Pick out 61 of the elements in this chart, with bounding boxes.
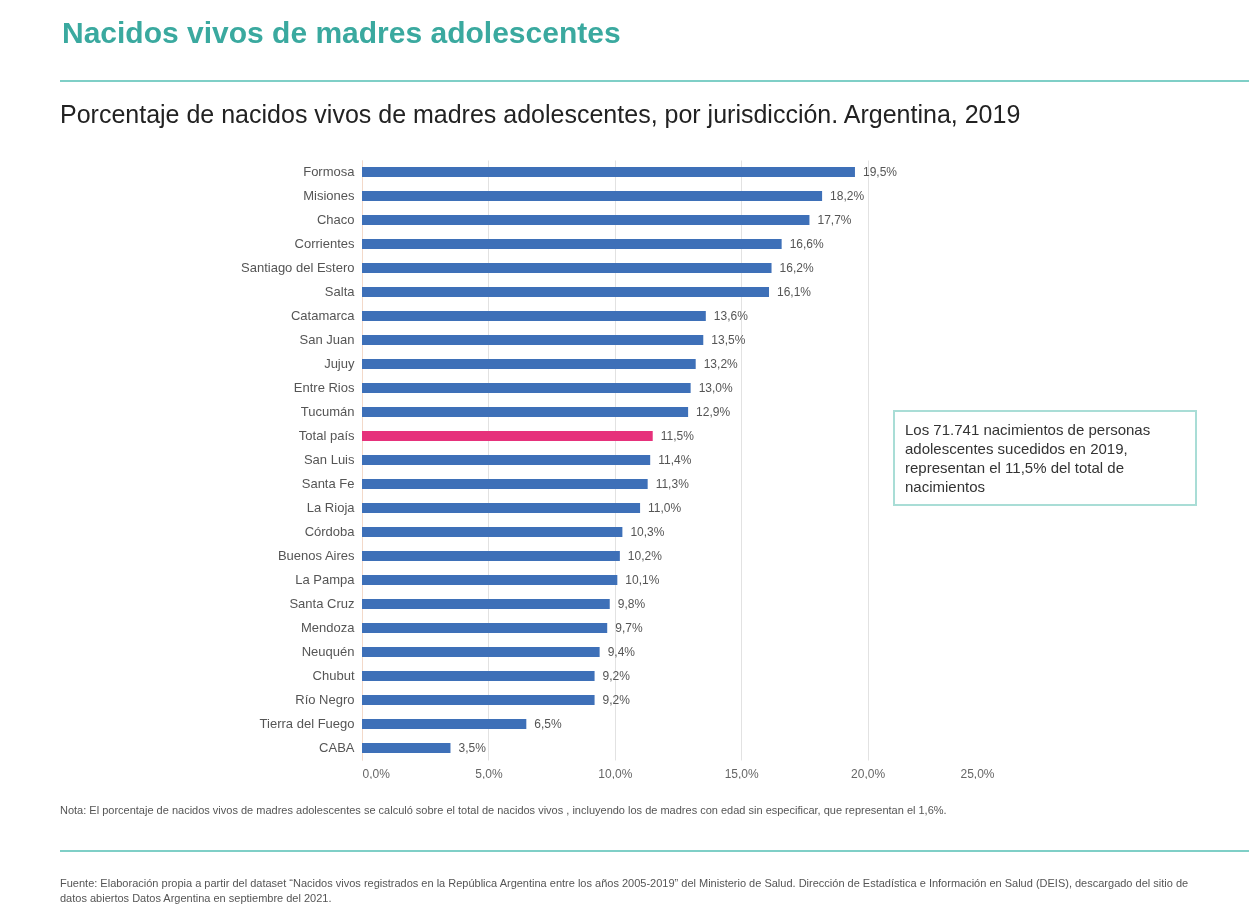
data-label: 16,2% bbox=[779, 261, 814, 275]
y-tick-label: CABA bbox=[319, 740, 355, 755]
x-tick-label: 15,0% bbox=[724, 766, 760, 781]
callout-box: Los 71.741 nacimientos de personas adolescentes sucedidos en 2019, representan el 11,5% del total de nacimientos bbox=[893, 410, 1197, 506]
source-note: Fuente: Elaboración propia a partir del dataset “Nacidos vivos registrados en la República Argentina entre los años 2005-2019” del Ministerio de Salud. Dirección de Estadística e Información en Salud (DEIS), descargado del sitio de datos abiertos Datos Argentina en septiembre del 2021. bbox=[60, 876, 1190, 906]
data-label: 18,2% bbox=[830, 189, 865, 203]
data-label: 19,5% bbox=[862, 165, 898, 179]
y-tick-label: Entre Rios bbox=[293, 380, 355, 395]
y-tick-label: Total país bbox=[298, 428, 355, 443]
y-tick-label: Santa Fe bbox=[301, 476, 355, 491]
y-tick-label: Chaco bbox=[316, 212, 355, 227]
x-tick-label: 5,0% bbox=[475, 766, 503, 781]
data-label: 6,5% bbox=[534, 717, 562, 731]
data-label: 16,1% bbox=[777, 285, 812, 299]
y-tick-label: La Rioja bbox=[306, 500, 356, 515]
data-label: 12,9% bbox=[696, 405, 731, 419]
y-tick-label: Tucumán bbox=[300, 404, 355, 419]
y-tick-label: Salta bbox=[324, 284, 356, 299]
data-label: 3,5% bbox=[458, 741, 487, 755]
x-tick-label: 10,0% bbox=[598, 766, 633, 781]
y-tick-label: Tierra del Fuego bbox=[259, 716, 355, 731]
data-label: 9,4% bbox=[607, 645, 636, 659]
y-tick-label: Misiones bbox=[303, 188, 355, 203]
data-label: 11,0% bbox=[648, 501, 682, 515]
data-label: 16,6% bbox=[789, 237, 824, 251]
x-tick-label: 0,0% bbox=[362, 766, 391, 781]
y-tick-label: Río Negro bbox=[295, 692, 355, 707]
data-label: 11,5% bbox=[660, 429, 695, 443]
x-tick-label: 25,0% bbox=[960, 766, 995, 781]
y-tick-label: Catamarca bbox=[290, 308, 356, 323]
data-label: 9,7% bbox=[615, 621, 643, 635]
y-tick-label: Santa Cruz bbox=[289, 596, 355, 611]
y-tick-label: Formosa bbox=[303, 164, 356, 179]
y-tick-label: Corrientes bbox=[294, 236, 355, 251]
y-tick-label: San Juan bbox=[299, 332, 355, 347]
data-label: 13,2% bbox=[703, 357, 739, 371]
y-tick-label: Chubut bbox=[312, 668, 355, 683]
data-label: 17,7% bbox=[817, 213, 852, 227]
chart-title: Nacidos vivos de madres adolescentes bbox=[62, 16, 621, 50]
y-tick-label: Córdoba bbox=[304, 524, 356, 539]
y-tick-label: La Pampa bbox=[295, 572, 356, 587]
y-tick-label: Jujuy bbox=[324, 356, 355, 371]
y-tick-label: Neuquén bbox=[301, 644, 355, 659]
data-label: 11,3% bbox=[655, 477, 690, 491]
x-tick-label: 20,0% bbox=[851, 766, 886, 781]
data-label: 10,1% bbox=[625, 573, 660, 587]
data-label: 10,3% bbox=[630, 525, 665, 539]
y-tick-label: Santiago del Estero bbox=[241, 260, 355, 275]
data-label: 9,8% bbox=[617, 597, 646, 611]
data-label: 13,0% bbox=[698, 381, 733, 395]
data-label: 9,2% bbox=[602, 693, 631, 707]
y-tick-label: San Luis bbox=[303, 452, 355, 467]
y-tick-label: Buenos Aires bbox=[277, 548, 355, 563]
data-label: 13,6% bbox=[713, 309, 749, 323]
y-tick-label: Mendoza bbox=[301, 620, 356, 635]
text: Nota: El porcentaje de nacidos vivos de madres adolescentes se calculó sobre el total de nacidos vivos , incluyendo los de madres con edad sin especificar, que representan el 1,6%. bbox=[60, 803, 948, 818]
chart-subtitle: Porcentaje de nacidos vivos de madres adolescentes, por jurisdicción. Argentina, 2019 bbox=[60, 100, 1021, 129]
data-label: 9,2% bbox=[602, 669, 631, 683]
data-label: 10,2% bbox=[627, 549, 663, 563]
data-label: 13,5% bbox=[711, 333, 746, 347]
data-label: 11,4% bbox=[658, 453, 692, 467]
